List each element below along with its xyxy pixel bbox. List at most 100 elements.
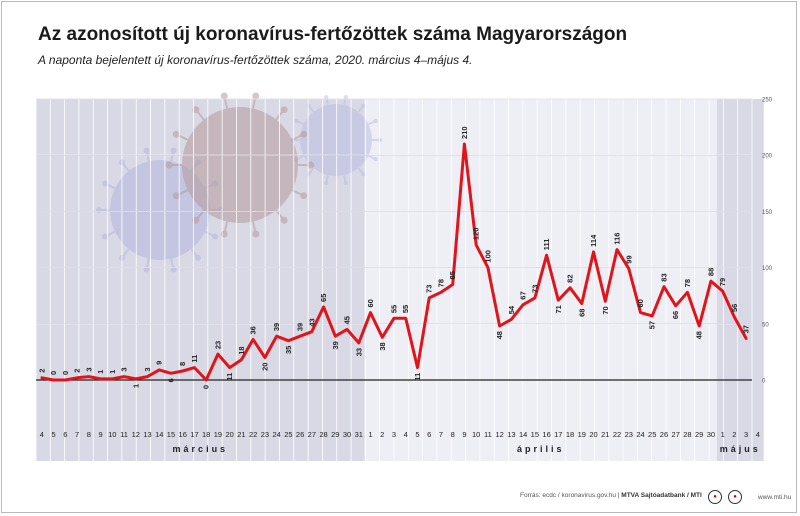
virus-spike-tip	[324, 180, 329, 185]
x-tick-label: 24	[636, 430, 644, 439]
data-label: 11	[190, 355, 199, 363]
x-tick-label: 29	[331, 430, 339, 439]
virus-spike-tip	[211, 233, 218, 240]
y-tick-label: 150	[762, 210, 773, 216]
credit-text: MTVA Sajtóadatbank / MTI	[621, 492, 702, 499]
data-label: 66	[671, 311, 680, 319]
x-tick-label: 9	[98, 430, 102, 439]
virus-spike-tip	[96, 207, 102, 213]
virus-spike-tip	[252, 92, 260, 100]
x-tick-label: 16	[179, 430, 187, 439]
data-label: 55	[401, 305, 410, 313]
data-label: 111	[542, 239, 551, 251]
x-tick-label: 27	[672, 430, 680, 439]
x-tick-label: 21	[237, 430, 245, 439]
mti-logo-icon: ●	[728, 490, 742, 504]
virus-spike-tip	[306, 103, 311, 108]
x-tick-label: 1	[721, 430, 725, 439]
x-tick-label: 1	[368, 430, 372, 439]
virus-spike-tip	[343, 95, 348, 100]
data-label: 39	[296, 323, 305, 331]
data-label: 2	[73, 369, 82, 373]
data-label: 23	[213, 341, 222, 349]
virus-body	[300, 104, 372, 176]
data-label: 33	[354, 348, 363, 356]
virus-spike-tip	[252, 230, 260, 238]
virus-spike-tip	[192, 106, 200, 114]
data-label: 100	[483, 250, 492, 263]
x-tick-label: 12	[495, 430, 503, 439]
data-label: 8	[178, 362, 187, 366]
virus-spike-tip	[280, 106, 288, 114]
x-tick-label: 22	[249, 430, 257, 439]
month-band-2	[716, 99, 764, 461]
data-label: 68	[577, 309, 586, 317]
data-label: 116	[613, 233, 622, 245]
x-tick-label: 4	[756, 430, 760, 439]
x-tick-label: 13	[507, 430, 515, 439]
virus-spike-tip	[361, 172, 366, 177]
x-tick-label: 17	[190, 430, 198, 439]
y-tick-label: 50	[762, 322, 769, 328]
data-label: 67	[519, 291, 528, 299]
virus-spike-tip	[172, 130, 180, 138]
data-label: 6	[166, 378, 175, 382]
data-label: 73	[425, 285, 434, 293]
data-label: 20	[260, 363, 269, 371]
x-tick-label: 2	[732, 430, 736, 439]
data-label: 11	[225, 373, 234, 381]
x-tick-label: 26	[296, 430, 304, 439]
x-axis: 4 5 6 7 8 9 10 11 12 13 14 15 16 17 18 19 20 21 22 23 24 25 26…	[40, 430, 760, 454]
x-tick-label: 7	[439, 430, 443, 439]
virus-spike-tip	[195, 254, 202, 261]
data-label: 45	[343, 316, 352, 324]
x-tick-label: 29	[695, 430, 703, 439]
x-tick-label: 27	[308, 430, 316, 439]
x-tick-label: 30	[707, 430, 715, 439]
virus-spike-tip	[373, 156, 378, 162]
x-tick-label: 18	[566, 430, 574, 439]
x-tick-label: 26	[660, 430, 668, 439]
x-tick-label: 25	[648, 430, 656, 439]
x-tick-label: 11	[120, 430, 128, 439]
x-tick-label: 10	[108, 430, 116, 439]
x-tick-label: 15	[531, 430, 539, 439]
site-url: www.mti.hu	[758, 494, 792, 501]
x-tick-label: 8	[87, 430, 91, 439]
data-label: 48	[495, 331, 504, 339]
data-label: 55	[390, 305, 399, 313]
virus-spike-tip	[102, 233, 109, 240]
y-tick-label: 100	[762, 266, 773, 272]
data-label: 2	[37, 369, 46, 373]
mtva-logo-icon: ●	[708, 490, 722, 504]
virus-spike-tip	[300, 192, 308, 200]
page-subtitle: A naponta bejelentett új koronavírus-fer…	[38, 53, 473, 67]
virus-spike-tip	[143, 147, 150, 154]
data-labels: 20 02 31 1313968110231118362039353943653945…	[37, 126, 750, 389]
data-label: 78	[683, 279, 692, 287]
data-label: 71	[554, 305, 563, 313]
x-tick-label: 7	[75, 430, 79, 439]
x-tick-label: 30	[343, 430, 351, 439]
footer-source: Forrás: ecdc / koronavirus.gov.hu | MTVA…	[520, 492, 702, 499]
x-tick-label: 5	[415, 430, 419, 439]
x-tick-label: 14	[155, 430, 163, 439]
data-label: 39	[331, 341, 340, 349]
virus-spike-tip	[324, 95, 329, 100]
data-label: 210	[460, 126, 469, 139]
month-label: március	[173, 444, 229, 454]
x-tick-label: 6	[427, 430, 431, 439]
virus-spike-tip	[220, 92, 228, 100]
x-tick-label: 9	[462, 430, 466, 439]
x-tick-label: 16	[542, 430, 550, 439]
data-label: 37	[742, 325, 751, 333]
page-title: Az azonosított új koronavírus-fertőzötte…	[38, 24, 628, 45]
x-tick-label: 24	[272, 430, 280, 439]
data-label: 120	[472, 228, 481, 241]
series-line-path	[40, 142, 748, 382]
data-label: 9	[155, 361, 164, 365]
y-tick-label: 250	[762, 98, 773, 104]
x-tick-label: 20	[589, 430, 597, 439]
data-label: 60	[636, 299, 645, 307]
